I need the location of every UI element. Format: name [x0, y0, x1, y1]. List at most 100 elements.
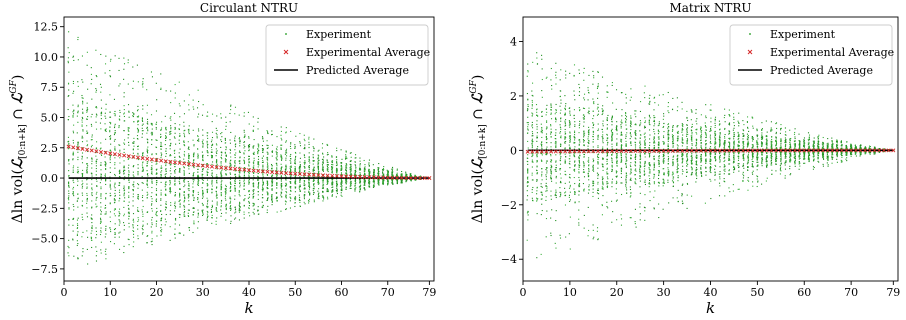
experiment-point	[76, 234, 78, 236]
experiment-point	[165, 148, 167, 150]
experiment-point	[234, 185, 236, 187]
experiment-point	[136, 135, 139, 137]
experiment-point	[142, 152, 144, 154]
experiment-point	[81, 192, 83, 194]
experiment-point	[387, 181, 389, 183]
experiment-point	[321, 158, 324, 161]
experiment-point	[183, 179, 185, 181]
experiment-point	[285, 184, 287, 187]
experiment-point	[234, 182, 236, 184]
experiment-point	[335, 196, 337, 198]
experiment-point	[359, 175, 361, 177]
experiment-point	[248, 170, 250, 172]
experiment-point	[201, 209, 203, 211]
experiment-point	[183, 208, 185, 210]
experiment-point	[239, 172, 241, 174]
experiment-point	[253, 152, 255, 155]
experiment-point	[555, 161, 557, 163]
experiment-point	[225, 205, 227, 207]
experiment-point	[147, 123, 149, 125]
experiment-point	[114, 189, 116, 192]
experiment-point	[95, 147, 97, 149]
experiment-point	[294, 198, 296, 200]
experiment-point	[73, 209, 75, 211]
experiment-point	[87, 150, 89, 153]
experiment-point	[299, 201, 301, 203]
experiment-point	[128, 191, 130, 193]
experiment-point	[95, 203, 97, 205]
experiment-point	[234, 146, 237, 148]
experiment-point	[285, 127, 287, 129]
experiment-point	[326, 196, 329, 198]
experiment-point	[179, 195, 181, 197]
experiment-point	[545, 162, 547, 164]
experiment-point	[192, 181, 195, 183]
experiment-point	[531, 143, 533, 145]
experiment-point	[290, 165, 292, 167]
experiment-point	[220, 172, 222, 174]
experiment-point	[326, 188, 328, 190]
experiment-point	[95, 227, 97, 229]
experiment-point	[327, 153, 329, 156]
experiment-point	[151, 167, 153, 169]
experiment-point	[243, 184, 245, 186]
experiment-point	[285, 152, 287, 154]
experiment-point	[368, 165, 370, 167]
experiment-point	[280, 179, 282, 181]
experiment-point	[123, 245, 125, 247]
experiment-point	[527, 161, 529, 163]
experiment-point	[368, 179, 370, 181]
experiment-point	[187, 212, 189, 214]
experiment-point	[72, 116, 74, 118]
experiment-point	[550, 161, 552, 163]
experiment-point	[147, 186, 149, 188]
experiment-point	[299, 165, 301, 168]
experiment-point	[312, 160, 314, 162]
experiment-point	[77, 231, 79, 233]
experiment-point	[560, 120, 562, 122]
experiment-point	[179, 232, 181, 234]
experiment-point	[142, 162, 144, 164]
experiment-point	[151, 168, 153, 170]
experiment-point	[276, 165, 278, 167]
experiment-point	[100, 169, 102, 171]
experiment-point	[104, 236, 106, 238]
experiment-point	[359, 168, 361, 170]
experiment-point	[230, 109, 232, 111]
experiment-point	[67, 245, 69, 247]
experiment-point	[271, 180, 273, 182]
experiment-point	[298, 194, 300, 196]
experiment-point	[327, 167, 329, 169]
experiment-point	[317, 179, 319, 181]
experiment-point	[304, 167, 306, 169]
experiment-point	[230, 104, 232, 106]
experiment-point	[216, 182, 218, 184]
experiment-point	[193, 223, 195, 225]
experiment-point	[257, 166, 259, 168]
experiment-point	[132, 184, 134, 186]
experiment-point	[86, 169, 88, 171]
experiment-point	[169, 131, 171, 133]
experiment-point	[124, 120, 126, 122]
experiment-point	[252, 211, 254, 213]
experiment-point	[77, 146, 79, 148]
experiment-point	[345, 188, 347, 190]
experiment-point	[81, 135, 83, 137]
experiment-point	[303, 196, 305, 198]
experiment-point	[216, 203, 218, 205]
experiment-point	[150, 123, 152, 125]
experiment-point	[137, 154, 139, 156]
experiment-point	[392, 183, 394, 185]
experiment-point	[197, 154, 199, 156]
experiment-point	[165, 135, 167, 137]
experiment-point	[76, 244, 78, 247]
experiment-point	[160, 152, 162, 154]
experiment-point	[196, 175, 199, 177]
experiment-point	[560, 156, 562, 158]
experiment-point	[73, 195, 75, 197]
experiment-point	[178, 213, 180, 216]
experiment-point	[527, 108, 529, 110]
experiment-point	[234, 160, 236, 162]
experiment-point	[276, 182, 278, 184]
experiment-point	[211, 149, 213, 151]
